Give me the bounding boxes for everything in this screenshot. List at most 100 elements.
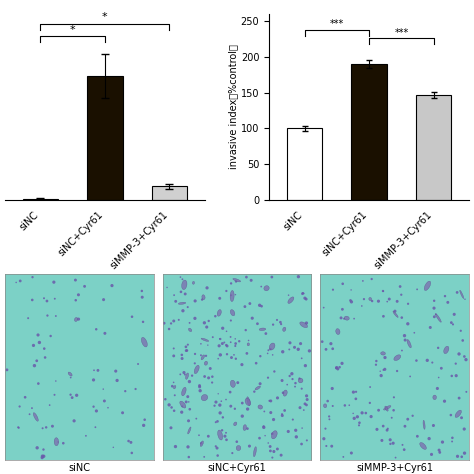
Point <box>218 397 225 405</box>
Ellipse shape <box>173 385 176 389</box>
Ellipse shape <box>141 337 147 347</box>
Point <box>260 424 268 431</box>
Point <box>227 333 234 341</box>
Point <box>368 275 375 283</box>
Point <box>75 315 82 323</box>
Point <box>182 343 190 351</box>
Point <box>334 365 342 373</box>
Point <box>406 373 414 380</box>
Point <box>167 424 175 432</box>
Point <box>222 396 230 403</box>
Ellipse shape <box>178 302 186 304</box>
Point <box>458 453 465 461</box>
Ellipse shape <box>258 405 263 409</box>
Point <box>219 427 226 434</box>
Point <box>138 293 146 301</box>
Point <box>203 323 210 331</box>
Ellipse shape <box>433 395 437 400</box>
Point <box>238 399 246 407</box>
Point <box>162 395 169 403</box>
Point <box>205 317 212 325</box>
Point <box>119 409 127 417</box>
Ellipse shape <box>455 410 461 418</box>
Ellipse shape <box>230 310 235 316</box>
Point <box>227 402 235 410</box>
Point <box>362 409 370 417</box>
Point <box>227 388 234 396</box>
Point <box>191 350 199 358</box>
Point <box>212 443 219 450</box>
Point <box>182 398 190 406</box>
Point <box>355 421 363 429</box>
Point <box>301 294 309 302</box>
Point <box>386 436 394 444</box>
X-axis label: siMMP-3+Cyr61: siMMP-3+Cyr61 <box>356 463 433 473</box>
Y-axis label: invasive index（%control）: invasive index（%control） <box>228 45 238 170</box>
Point <box>222 341 230 349</box>
Point <box>219 324 227 332</box>
Point <box>373 357 380 365</box>
Point <box>15 424 22 431</box>
Point <box>227 338 235 346</box>
Point <box>447 319 455 327</box>
Point <box>295 273 302 281</box>
Point <box>170 352 178 360</box>
Ellipse shape <box>188 427 191 434</box>
Point <box>292 427 300 434</box>
Point <box>256 380 264 388</box>
Point <box>215 342 223 350</box>
Point <box>170 379 177 386</box>
Point <box>257 283 265 291</box>
Point <box>43 297 51 305</box>
Ellipse shape <box>407 339 411 348</box>
Point <box>201 453 208 461</box>
Point <box>186 378 193 385</box>
Point <box>245 337 252 344</box>
Ellipse shape <box>201 394 208 401</box>
Point <box>340 315 348 322</box>
Point <box>376 367 384 375</box>
Point <box>100 385 107 393</box>
Point <box>356 419 363 427</box>
Point <box>41 354 49 361</box>
Ellipse shape <box>182 387 186 396</box>
Point <box>94 366 102 374</box>
Point <box>354 413 361 420</box>
Point <box>368 297 376 305</box>
Point <box>214 390 222 398</box>
Point <box>452 372 460 380</box>
Point <box>303 401 310 409</box>
Point <box>195 431 203 439</box>
Point <box>338 306 346 313</box>
Point <box>324 397 331 405</box>
Point <box>170 292 178 299</box>
Point <box>81 283 88 290</box>
Point <box>339 280 346 288</box>
Point <box>264 346 272 354</box>
Point <box>401 422 409 430</box>
Ellipse shape <box>194 365 199 374</box>
Point <box>399 441 406 449</box>
Ellipse shape <box>288 297 294 303</box>
Point <box>379 422 387 430</box>
Point <box>262 330 270 337</box>
Point <box>128 313 136 320</box>
Point <box>51 391 58 399</box>
Point <box>267 409 274 416</box>
Point <box>209 333 217 341</box>
Point <box>29 273 36 281</box>
Point <box>266 447 274 455</box>
Point <box>236 337 243 345</box>
Point <box>347 298 355 306</box>
Point <box>261 408 268 415</box>
Point <box>201 319 208 327</box>
Point <box>448 372 456 380</box>
Point <box>52 312 60 320</box>
Point <box>232 340 239 347</box>
Point <box>184 341 191 348</box>
Point <box>273 394 281 401</box>
Point <box>179 275 186 283</box>
Point <box>292 433 300 441</box>
Point <box>301 362 309 369</box>
Point <box>329 402 337 410</box>
